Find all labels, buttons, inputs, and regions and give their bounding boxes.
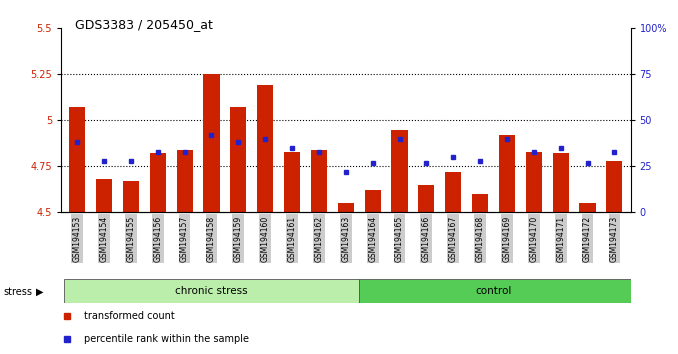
Bar bbox=[203, 74, 220, 212]
Text: GSM194160: GSM194160 bbox=[260, 216, 270, 262]
Text: GSM194172: GSM194172 bbox=[583, 216, 592, 262]
Text: GSM194161: GSM194161 bbox=[287, 216, 296, 262]
Bar bbox=[445, 172, 461, 212]
Text: GSM194154: GSM194154 bbox=[100, 216, 108, 262]
Text: GSM194155: GSM194155 bbox=[126, 216, 136, 262]
FancyBboxPatch shape bbox=[359, 279, 631, 303]
Text: stress: stress bbox=[3, 287, 33, 297]
Text: GSM194157: GSM194157 bbox=[180, 216, 189, 262]
Bar bbox=[525, 152, 542, 212]
Text: GSM194166: GSM194166 bbox=[422, 216, 431, 262]
Bar bbox=[499, 135, 515, 212]
Text: GSM194167: GSM194167 bbox=[449, 216, 458, 262]
Bar bbox=[69, 108, 85, 212]
Bar bbox=[391, 130, 407, 212]
Bar bbox=[580, 203, 595, 212]
Bar bbox=[176, 150, 193, 212]
Text: GSM194156: GSM194156 bbox=[153, 216, 162, 262]
Text: GSM194159: GSM194159 bbox=[234, 216, 243, 262]
Text: GSM194168: GSM194168 bbox=[475, 216, 485, 262]
Text: chronic stress: chronic stress bbox=[175, 286, 247, 296]
Text: GSM194170: GSM194170 bbox=[530, 216, 538, 262]
Text: GSM194163: GSM194163 bbox=[341, 216, 351, 262]
Bar bbox=[123, 181, 139, 212]
Text: GSM194153: GSM194153 bbox=[73, 216, 81, 262]
Text: GSM194173: GSM194173 bbox=[610, 216, 619, 262]
Bar bbox=[96, 179, 112, 212]
Text: GSM194165: GSM194165 bbox=[395, 216, 404, 262]
Bar bbox=[553, 154, 569, 212]
Text: percentile rank within the sample: percentile rank within the sample bbox=[84, 334, 249, 344]
Text: GSM194169: GSM194169 bbox=[502, 216, 511, 262]
Text: control: control bbox=[475, 286, 512, 296]
Bar bbox=[338, 203, 354, 212]
Bar bbox=[472, 194, 488, 212]
Text: GSM194171: GSM194171 bbox=[556, 216, 565, 262]
Bar bbox=[418, 185, 435, 212]
Bar bbox=[150, 154, 166, 212]
FancyBboxPatch shape bbox=[64, 279, 359, 303]
Text: ▶: ▶ bbox=[36, 287, 43, 297]
Text: GDS3383 / 205450_at: GDS3383 / 205450_at bbox=[75, 18, 212, 31]
Text: GSM194162: GSM194162 bbox=[315, 216, 323, 262]
Bar bbox=[231, 108, 246, 212]
Bar bbox=[606, 161, 622, 212]
Bar bbox=[284, 152, 300, 212]
Bar bbox=[311, 150, 327, 212]
Bar bbox=[365, 190, 381, 212]
Bar bbox=[257, 85, 273, 212]
Text: GSM194158: GSM194158 bbox=[207, 216, 216, 262]
Text: GSM194164: GSM194164 bbox=[368, 216, 377, 262]
Text: transformed count: transformed count bbox=[84, 311, 174, 321]
